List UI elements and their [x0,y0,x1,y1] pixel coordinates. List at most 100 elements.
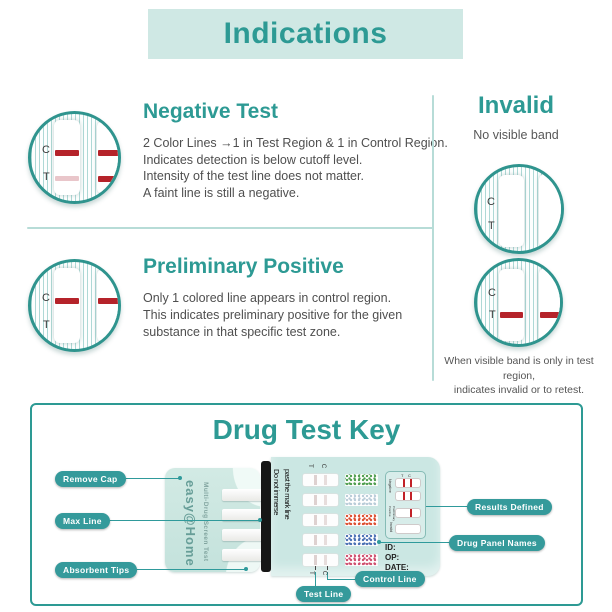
immerse-warning-line2: past the mark line [283,469,292,520]
control-region-label: C [42,292,50,304]
results-defined-box: T C Negative Preliminary Positive Invali… [385,471,426,539]
preliminary-positive-description: Only 1 colored line appears in control r… [143,290,402,341]
legend-negative-strip [395,478,421,488]
test-strip-partial [97,121,118,194]
legend-t-header: T [401,473,404,478]
invalid-caption: When visible band is only in test region… [434,354,604,398]
max-line-connector [90,520,262,522]
faint-test-line-band [55,176,79,181]
preliminary-positive-title: Preliminary Positive [143,255,344,278]
test-region-label: T [43,319,50,331]
panel-test-strip [303,494,338,506]
drug-panel-names-dot [377,540,381,544]
caption-line: When visible band is only in test region… [444,355,594,382]
test-strip [499,269,524,341]
negative-test-circle: C T [28,111,121,204]
blank-test-strip [499,175,524,247]
remove-cap-dot [178,476,182,480]
control-region-label: C [42,144,50,156]
legend-negative-strip [395,491,421,501]
caption-line: indicates invalid or to retest. [453,384,585,396]
invalid-circle-no-bands: C T [474,164,564,254]
invalid-title: Invalid [477,92,555,119]
blank-test-strip-partial [539,174,561,248]
brand-logo-text: easy@Home [183,480,198,567]
header-banner: Indications [148,9,463,59]
control-line-bottom-marker: C [321,570,328,576]
panel-test-strip [303,554,338,566]
date-field-label: DATE: [385,563,409,572]
drug-panel-names-pill: Drug Panel Names [449,535,545,551]
drug-panel-names-connector [380,542,452,544]
drug-panel-name-label [345,554,378,566]
id-field-label: ID: [385,543,396,552]
description-line: This indicates preliminary positive for … [143,308,403,322]
invalid-subtitle: No visible band [473,128,559,142]
control-line-band [98,150,118,156]
legend-preliminary-label: Preliminary Positive [388,506,396,522]
max-line-dot [258,518,262,522]
test-region-label: T [43,171,50,183]
drug-panel-name-label [345,534,378,546]
legend-invalid-label: Invalid [389,522,393,533]
drug-test-key-title: Drug Test Key [212,414,401,445]
remove-cap-pill: Remove Cap [55,471,126,487]
description-line: substance in that specific test zone. [143,325,341,339]
test-region-label: T [488,220,495,232]
absorbent-tip-strip [222,489,266,501]
control-region-label: C [488,287,496,299]
control-line-connector-v [327,572,329,580]
panel-test-strip [303,514,338,526]
test-line-connector [315,572,317,588]
max-line-bar [261,461,271,572]
legend-preliminary-strip [395,508,421,518]
test-line-band [500,312,523,318]
control-line-tick [327,566,328,570]
preliminary-positive-circle: C T [28,259,121,352]
absorbent-tip-strip [222,509,266,521]
description-line: Intensity of the test line does not matt… [143,169,364,183]
control-line-band [98,298,118,304]
immerse-warning-line1: Do not immerse [272,469,281,515]
results-defined-pill: Results Defined [467,499,552,515]
control-line-band [55,150,79,156]
negative-test-description: 2 Color Lines →1 in Test Region & 1 in C… [143,135,448,201]
absorbent-tip-strip [222,529,266,541]
negative-test-title: Negative Test [143,100,278,123]
test-strip [54,268,80,343]
test-line-top-marker: T [306,464,313,468]
control-line-band [55,298,79,304]
panel-test-strip [303,474,338,486]
drug-panel-name-label [345,514,378,526]
description-line: Indicates detection is below cutoff leve… [143,152,363,167]
legend-c-header: C [408,473,411,478]
horizontal-divider [27,227,433,229]
description-line: 2 Color Lines →1 in Test Region & 1 in C… [143,136,448,150]
control-line-top-marker: C [320,463,327,469]
absorbent-tips-dot [244,567,248,571]
legend-invalid-strip [395,524,421,534]
max-line-pill: Max Line [55,513,110,529]
test-strip-partial [97,269,118,342]
drug-panel-name-label [345,474,378,486]
drug-panel-name-label [345,494,378,506]
test-line-bottom-marker: T [307,571,314,575]
panel-test-strip [303,534,338,546]
test-line-tick [315,566,316,570]
test-strip-partial [539,268,560,342]
description-line: A faint line is still a negative. [143,185,300,200]
control-line-connector-h [327,579,357,581]
test-line-pill: Test Line [296,586,352,602]
brand-subtitle-text: Multi-Drug Screen Test [202,482,209,562]
absorbent-tips-pill: Absorbent Tips [55,562,138,578]
page-title: Indications [223,17,388,50]
test-line-band [98,176,118,182]
invalid-circle-test-band-only: C T [474,258,563,347]
vertical-divider [432,95,434,381]
test-strip [54,120,80,195]
description-line: Only 1 colored line appears in control r… [143,291,392,305]
test-line-band [540,312,560,318]
remove-cap-connector [100,478,180,480]
control-region-label: C [487,196,495,208]
